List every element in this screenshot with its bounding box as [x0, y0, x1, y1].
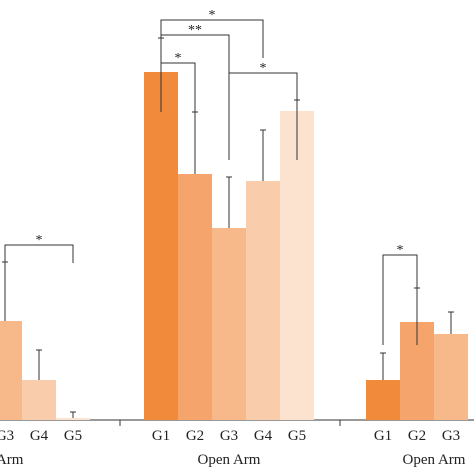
bar	[366, 380, 400, 420]
bar	[0, 321, 22, 420]
bar	[280, 111, 314, 420]
significance-bracket	[382, 254, 418, 345]
significance-label: **	[188, 23, 202, 38]
significance-label: *	[260, 61, 267, 76]
x-tick-label: G1	[374, 428, 392, 444]
x-tick-label: G5	[288, 428, 306, 444]
significance-label: *	[36, 233, 43, 248]
x-axis-label: Open Arm	[198, 452, 261, 468]
bar	[56, 418, 90, 420]
x-tick-label: G2	[186, 428, 204, 444]
x-tick-label: G1	[152, 428, 170, 444]
x-tick-label: G2	[408, 428, 426, 444]
bar	[212, 228, 246, 420]
x-tick-label: G4	[30, 428, 49, 444]
x-tick-label: G5	[64, 428, 82, 444]
significance-bracket	[4, 244, 74, 263]
bar	[434, 334, 468, 420]
significance-label: *	[175, 51, 182, 66]
bar	[22, 380, 56, 420]
x-axis-label: Open Arm	[403, 452, 466, 468]
x-tick-label: G3	[0, 428, 14, 444]
bar	[178, 174, 212, 420]
significance-bracket	[160, 62, 196, 112]
x-tick-label: G4	[254, 428, 273, 444]
x-axis-label: Open Arm	[0, 452, 24, 468]
bar	[246, 181, 280, 420]
x-tick-label: G3	[220, 428, 238, 444]
x-tick-label: G3	[442, 428, 460, 444]
bar	[144, 72, 178, 420]
significance-label: *	[397, 243, 404, 258]
significance-bracket	[228, 72, 298, 160]
significance-label: *	[209, 8, 216, 23]
